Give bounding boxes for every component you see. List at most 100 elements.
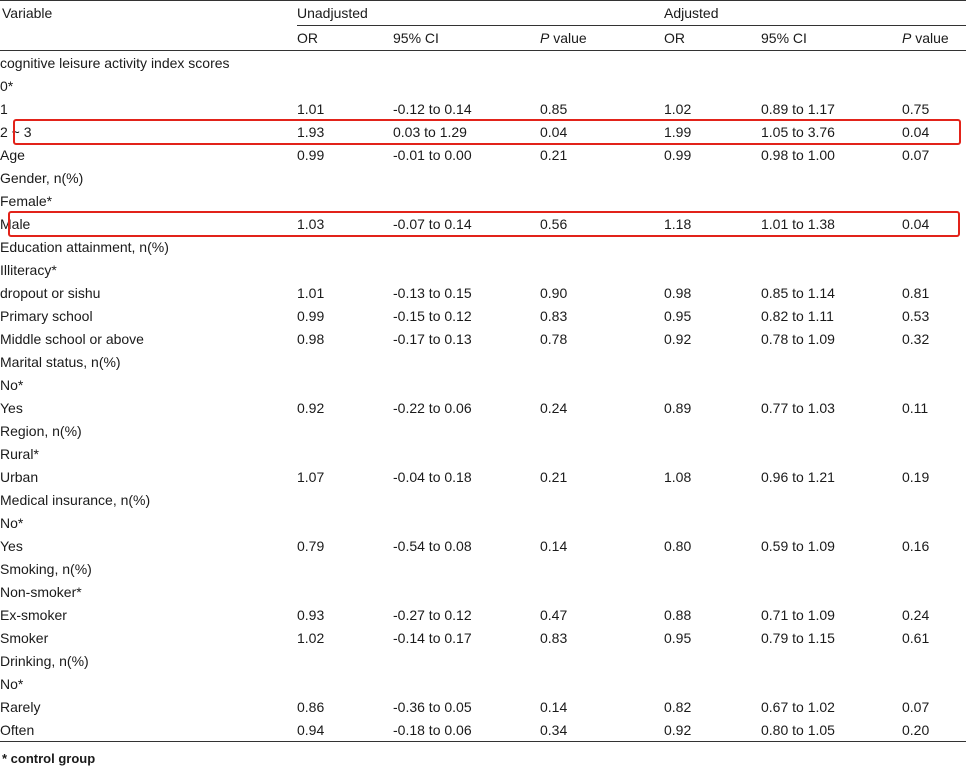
variable-header: Variable bbox=[0, 0, 297, 26]
table-row: Ex-smoker 0.93 -0.27 to 0.12 0.47 0.88 0.71 t… bbox=[0, 603, 966, 626]
p-value-adjusted-cell: 0.07 bbox=[902, 698, 930, 715]
ci-unadjusted-cell bbox=[393, 350, 540, 373]
p-value-unadjusted-cell bbox=[540, 258, 664, 281]
or-adjusted-cell: 0.88 bbox=[664, 606, 692, 623]
or-adjusted-cell: 0.89 bbox=[664, 399, 692, 416]
p-value-unadjusted-cell: 0.83 bbox=[540, 629, 568, 646]
or-adjusted-cell bbox=[664, 350, 761, 373]
or-adjusted-cell bbox=[664, 442, 761, 465]
p-value-adjusted-cell: 0.16 bbox=[902, 537, 930, 554]
table-row: Drinking, n(%) bbox=[0, 649, 966, 672]
p-value-unadjusted-cell: 0.56 bbox=[540, 215, 568, 232]
regression-table: Variable Unadjusted Adjusted OR 95% CI P… bbox=[0, 0, 967, 742]
row-label: Urban bbox=[0, 468, 39, 485]
row-label: Non-smoker* bbox=[0, 583, 82, 600]
p-value-adjusted-cell bbox=[902, 557, 966, 580]
or-unadjusted-cell bbox=[297, 442, 393, 465]
p-value-unadjusted-cell: 0.14 bbox=[540, 537, 568, 554]
p-value-header-unadjusted: P value bbox=[540, 25, 664, 51]
p-value-unadjusted-cell: 0.78 bbox=[540, 330, 568, 347]
p-rest: value bbox=[911, 30, 949, 46]
ci-adjusted-cell: 0.80 to 1.05 bbox=[761, 718, 902, 742]
ci-unadjusted-cell bbox=[393, 74, 540, 97]
ci-unadjusted-cell bbox=[393, 189, 540, 212]
row-label: cognitive leisure activity index scores bbox=[0, 54, 230, 71]
table-row: 1 1.01 -0.12 to 0.14 0.85 1.02 0.89 to 1.17 0.… bbox=[0, 97, 966, 120]
p-value-unadjusted-cell: 0.34 bbox=[540, 718, 664, 742]
row-label: Age bbox=[0, 146, 25, 163]
ci-adjusted-cell bbox=[761, 166, 902, 189]
p-value-adjusted-cell: 0.75 bbox=[902, 100, 930, 117]
or-adjusted-cell bbox=[664, 51, 761, 75]
p-value-adjusted-cell bbox=[902, 488, 966, 511]
or-unadjusted-cell: 1.07 bbox=[297, 468, 325, 485]
p-value-unadjusted-cell: 0.24 bbox=[540, 399, 568, 416]
ci-unadjusted-cell bbox=[393, 373, 540, 396]
or-unadjusted-cell: 1.02 bbox=[297, 629, 325, 646]
p-value-adjusted-cell bbox=[902, 419, 966, 442]
table-header: Variable Unadjusted Adjusted OR 95% CI P… bbox=[0, 0, 967, 51]
or-unadjusted-cell bbox=[297, 373, 393, 396]
or-adjusted-cell: 0.80 bbox=[664, 537, 692, 554]
ci-unadjusted-cell: -0.12 to 0.14 bbox=[393, 100, 472, 117]
ci-adjusted-cell bbox=[761, 419, 902, 442]
ci-adjusted-cell bbox=[761, 189, 902, 212]
table-row: Middle school or above 0.98 -0.17 to 0.13 0… bbox=[0, 327, 966, 350]
p-value-adjusted-cell bbox=[902, 580, 966, 603]
ci-unadjusted-cell: 0.03 to 1.29 bbox=[393, 123, 467, 140]
p-value-adjusted-cell: 0.07 bbox=[902, 146, 930, 163]
row-label: Yes bbox=[0, 537, 23, 554]
ci-unadjusted-cell bbox=[393, 557, 540, 580]
table-row: Medical insurance, n(%) bbox=[0, 488, 966, 511]
or-unadjusted-cell: 0.92 bbox=[297, 399, 325, 416]
row-label: Primary school bbox=[0, 307, 93, 324]
or-adjusted-cell bbox=[664, 672, 761, 695]
variable-subheader-spacer bbox=[0, 25, 297, 51]
or-adjusted-cell bbox=[664, 557, 761, 580]
or-unadjusted-cell bbox=[297, 350, 393, 373]
table-row: Yes 0.79 -0.54 to 0.08 0.14 0.80 0.59 to 1.09… bbox=[0, 534, 966, 557]
p-value-unadjusted-cell bbox=[540, 649, 664, 672]
ci-adjusted-cell: 0.89 to 1.17 bbox=[761, 100, 835, 117]
p-value-adjusted-cell: 0.19 bbox=[902, 468, 930, 485]
or-unadjusted-cell bbox=[297, 166, 393, 189]
or-adjusted-cell bbox=[664, 649, 761, 672]
row-label: No* bbox=[0, 675, 24, 692]
or-unadjusted-cell: 0.79 bbox=[297, 537, 325, 554]
row-label: Often bbox=[0, 718, 297, 742]
p-value-adjusted-cell bbox=[902, 672, 966, 695]
p-value-adjusted-cell bbox=[902, 350, 966, 373]
or-unadjusted-cell: 0.99 bbox=[297, 146, 325, 163]
row-label: dropout or sishu bbox=[0, 284, 101, 301]
or-unadjusted-cell: 0.98 bbox=[297, 330, 325, 347]
or-unadjusted-cell bbox=[297, 235, 393, 258]
ci-header-adjusted: 95% CI bbox=[761, 25, 902, 51]
row-label: No* bbox=[0, 376, 24, 393]
table-row: No* bbox=[0, 373, 966, 396]
p-value-adjusted-cell bbox=[902, 442, 966, 465]
p-value-unadjusted-cell: 0.21 bbox=[540, 146, 568, 163]
p-value-unadjusted-cell bbox=[540, 488, 664, 511]
table-row: 2 ~ 3 1.93 0.03 to 1.29 0.04 1.99 1.05 to 3.7… bbox=[0, 120, 966, 143]
ci-unadjusted-cell: -0.17 to 0.13 bbox=[393, 330, 472, 347]
p-value-adjusted-cell bbox=[902, 189, 966, 212]
p-value-unadjusted-cell bbox=[540, 166, 664, 189]
table-row: Often 0.94 -0.18 to 0.06 0.34 0.92 0.80 to 1.… bbox=[0, 718, 967, 742]
ci-unadjusted-cell bbox=[393, 580, 540, 603]
ci-adjusted-cell bbox=[761, 74, 902, 97]
p-value-adjusted-cell bbox=[902, 235, 966, 258]
or-unadjusted-cell: 0.93 bbox=[297, 606, 325, 623]
table-row: Illiteracy* bbox=[0, 258, 966, 281]
ci-unadjusted-cell bbox=[393, 442, 540, 465]
or-unadjusted-cell bbox=[297, 51, 393, 75]
row-label: 2 ~ 3 bbox=[0, 123, 32, 140]
p-value-adjusted-cell: 0.11 bbox=[902, 399, 929, 416]
p-value-unadjusted-cell: 0.04 bbox=[540, 123, 568, 140]
p-value-unadjusted-cell bbox=[540, 419, 664, 442]
or-adjusted-cell bbox=[664, 488, 761, 511]
table-row: Rural* bbox=[0, 442, 966, 465]
or-adjusted-cell: 1.08 bbox=[664, 468, 692, 485]
row-label: Ex-smoker bbox=[0, 606, 67, 623]
row-label: Smoker bbox=[0, 629, 49, 646]
